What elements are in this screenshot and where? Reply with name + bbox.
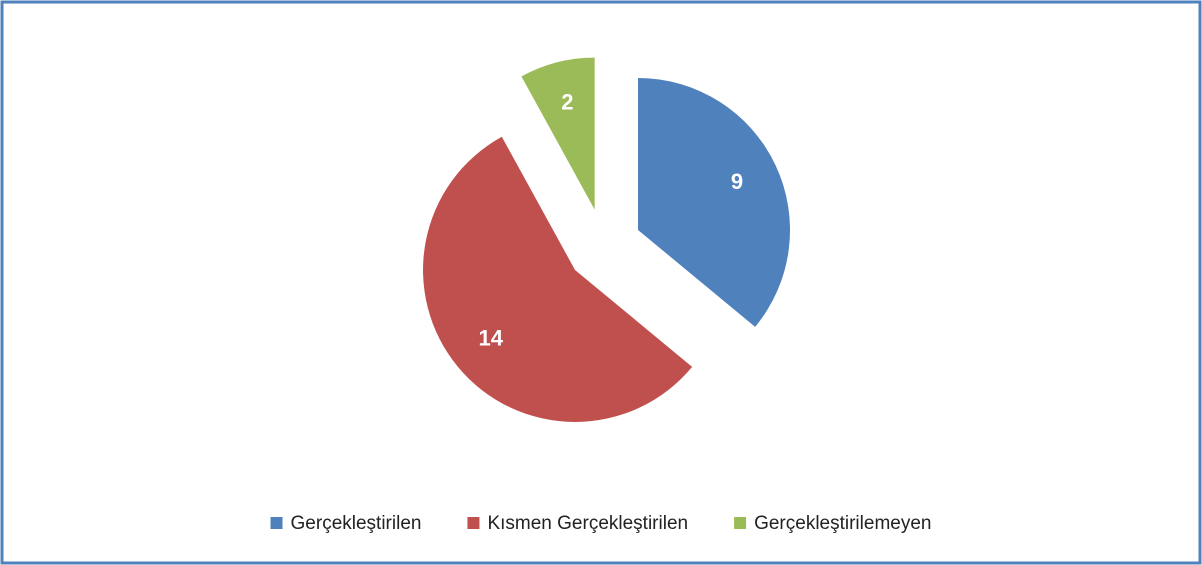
legend-swatch bbox=[270, 517, 283, 529]
data-label: 14 bbox=[478, 326, 503, 351]
data-label: 2 bbox=[561, 89, 573, 114]
legend-label: Gerçekleştirilemeyen bbox=[754, 513, 931, 534]
pie-slice bbox=[423, 136, 693, 422]
legend-label: Kısmen Gerçekleştirilen bbox=[487, 513, 688, 534]
data-label: 9 bbox=[731, 169, 743, 194]
legend-label: Gerçekleştirilen bbox=[291, 513, 422, 534]
legend-swatch bbox=[734, 517, 747, 529]
pie-slice bbox=[638, 77, 791, 327]
legend-swatch bbox=[467, 517, 480, 529]
pie-slice bbox=[521, 57, 595, 210]
